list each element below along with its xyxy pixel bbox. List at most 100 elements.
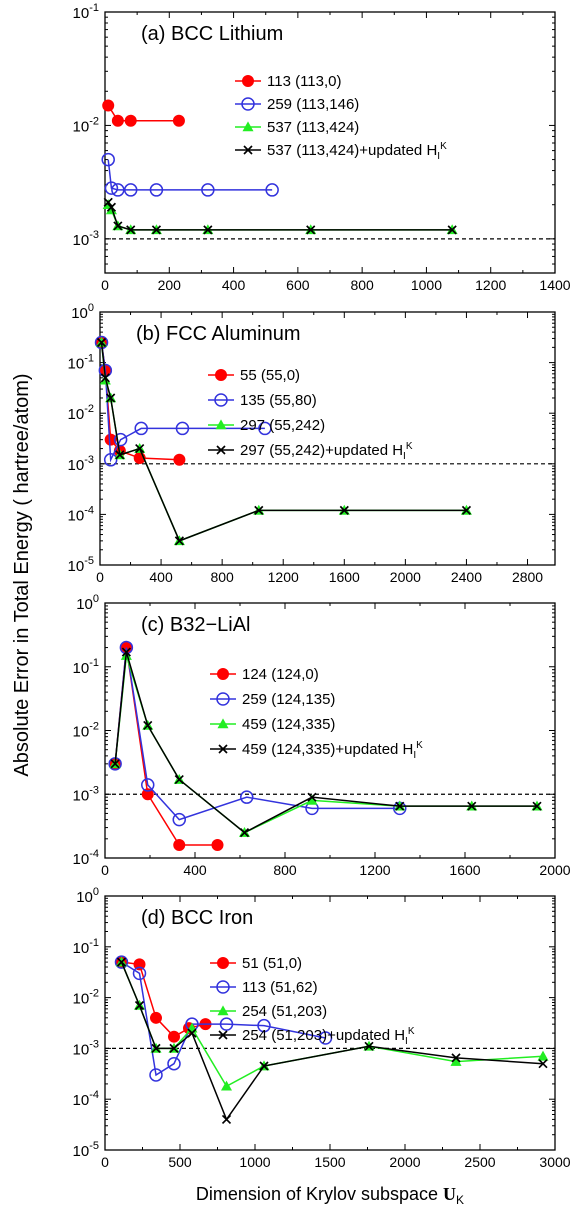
legend-entry: 537 (113,424) <box>235 119 359 136</box>
chart-panel-3: 0 400 800 1200 1600 200010-410-310-210-1100(c… <box>73 593 571 878</box>
data-point <box>173 838 186 851</box>
y-tick-label-base: 10 <box>73 118 90 135</box>
data-point <box>151 225 162 235</box>
legend-marker <box>243 145 253 155</box>
legend-label-text: 254 (51,203) <box>242 1003 327 1020</box>
data-point <box>461 505 472 515</box>
legend-label: 113 (51,62) <box>242 979 318 996</box>
x-tick-label: 500 <box>168 1154 192 1170</box>
y-tick-label-exponent: -3 <box>84 454 94 466</box>
series-line <box>100 342 265 463</box>
data-point <box>111 114 124 127</box>
x-tick-label: 1200 <box>359 862 390 878</box>
x-tick-label: 1000 <box>239 1154 270 1170</box>
legend-label-subscript: I <box>413 750 416 761</box>
data-point <box>134 1000 145 1011</box>
data-point <box>364 1041 374 1051</box>
x-axis-label: Dimension of Krylov subspace UK <box>196 1184 464 1207</box>
x-tick-label: 0 <box>101 277 109 293</box>
legend-entry: 537 (113,424)+updated HIK <box>235 141 447 162</box>
legend-marker <box>218 744 228 754</box>
data-point <box>240 790 254 804</box>
y-tick-label: 10-5 <box>73 1140 99 1160</box>
legend-marker <box>217 668 229 680</box>
series-2 <box>101 152 279 197</box>
legend-label: 537 (113,424) <box>267 119 359 136</box>
series-line <box>120 961 544 1121</box>
x-tick-label: 1600 <box>449 862 480 878</box>
y-tick-label-exponent: -1 <box>89 2 99 14</box>
legend-label-superscript: K <box>406 441 413 452</box>
data-point <box>221 1114 232 1125</box>
legend-entry: 51 (51,0) <box>210 955 302 972</box>
legend-entry: 113 (51,62) <box>210 979 318 996</box>
y-tick-label-base: 10 <box>73 851 90 868</box>
y-tick-label-base: 10 <box>73 991 90 1008</box>
y-tick-label: 10-1 <box>73 657 99 677</box>
series-line <box>107 201 453 231</box>
data-point <box>265 183 279 197</box>
x-tick-label: 1200 <box>475 277 506 293</box>
data-point <box>113 432 128 447</box>
data-point <box>102 99 115 112</box>
data-point <box>532 801 542 811</box>
legend-label: 297 (55,242) <box>240 417 325 434</box>
legend-label: 259 (113,146) <box>267 96 359 113</box>
legend-label-superscript: K <box>408 1026 415 1037</box>
y-tick-label-exponent: -3 <box>89 784 99 796</box>
x-tick-label: 2400 <box>451 569 482 585</box>
legend: 113 (113,0) 259 (113,146) 537 (113,424) 537… <box>235 73 447 162</box>
legend-entry: 259 (124,135) <box>210 691 335 708</box>
legend-label: 459 (124,335) <box>242 716 335 733</box>
y-tick-label-base: 10 <box>71 305 88 322</box>
series-4 <box>110 647 542 838</box>
legend-label-text: 459 (124,335)+updated H <box>242 741 413 758</box>
data-point <box>258 421 272 436</box>
y-tick-label-exponent: -2 <box>89 988 99 1000</box>
panel-title: (c) B32−LiAl <box>141 614 251 636</box>
legend-label-text: 254 (51,203)+updated H <box>242 1027 405 1044</box>
y-tick-label: 10-4 <box>73 848 99 868</box>
legend: 51 (51,0) 113 (51,62) 254 (51,203) 254 (51,… <box>210 955 415 1047</box>
data-point <box>203 225 213 235</box>
data-point <box>174 774 184 785</box>
x-tick-label: 0 <box>101 862 109 878</box>
y-tick-label-base: 10 <box>68 507 85 524</box>
data-point <box>173 453 186 466</box>
y-tick-label-exponent: 0 <box>93 593 99 605</box>
series-1 <box>109 641 224 851</box>
data-point <box>141 778 155 792</box>
legend-label-superscript: K <box>416 740 423 751</box>
data-point <box>135 443 145 454</box>
legend-label-text: 113 (113,0) <box>267 73 342 90</box>
plot-frame <box>104 895 556 1151</box>
y-tick-label-exponent: 0 <box>93 886 99 898</box>
panel-title: (b) FCC Aluminum <box>136 323 300 345</box>
data-point <box>150 1011 162 1024</box>
legend-label-subscript: I <box>405 1036 408 1047</box>
series-4 <box>96 337 472 546</box>
legend-label-subscript: I <box>437 151 440 162</box>
x-axis-label-text: Dimension of Krylov subspace <box>196 1184 443 1204</box>
data-point <box>103 197 113 207</box>
series-2 <box>114 955 333 1082</box>
series-1 <box>102 99 185 127</box>
legend-entry: 254 (51,203) <box>210 1003 327 1020</box>
data-point <box>106 393 116 403</box>
y-tick-label-base: 10 <box>73 5 90 22</box>
x-tick-label: 2000 <box>389 1154 420 1170</box>
data-point <box>307 792 317 802</box>
y-tick-label: 10-2 <box>73 115 99 135</box>
data-point <box>134 421 148 436</box>
y-tick-label: 10-2 <box>68 403 94 423</box>
legend-label: 254 (51,203) <box>242 1003 327 1020</box>
data-point <box>96 337 107 348</box>
x-tick-label: 2500 <box>464 1154 495 1170</box>
data-point <box>101 152 115 167</box>
y-tick-label: 10-1 <box>68 353 94 373</box>
y-tick-label-base: 10 <box>73 232 90 249</box>
data-point <box>115 450 125 460</box>
data-point <box>106 202 117 212</box>
x-tick-label: 200 <box>158 277 182 293</box>
